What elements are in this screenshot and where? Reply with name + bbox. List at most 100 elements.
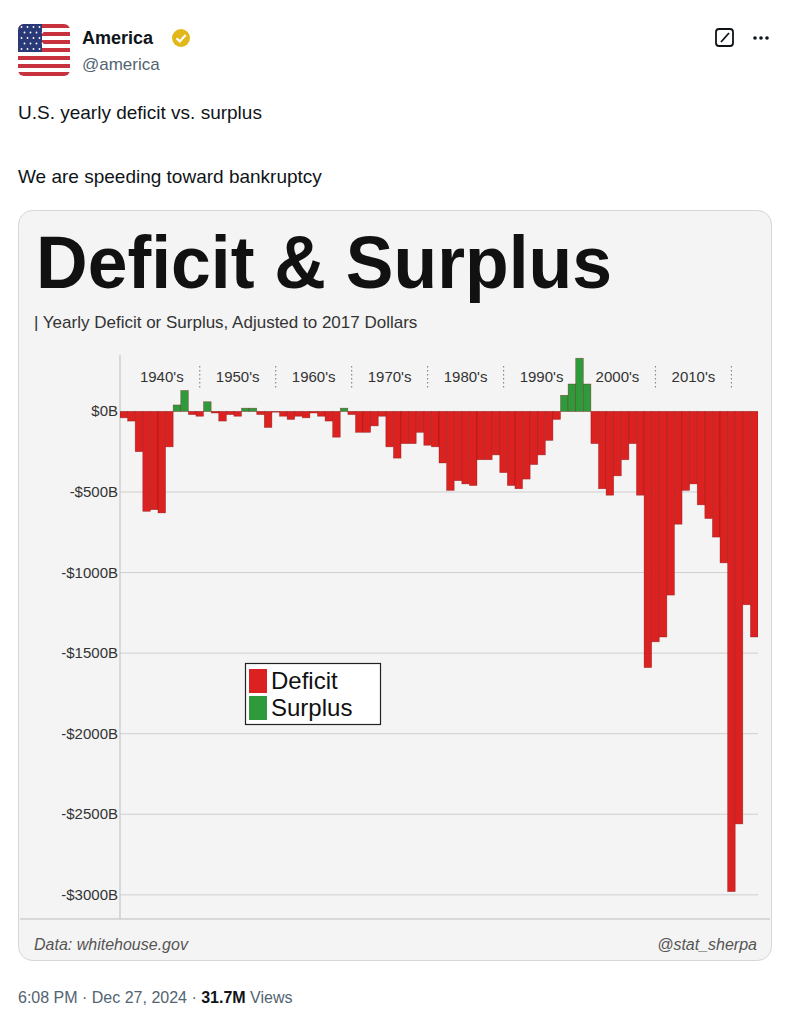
bar (576, 358, 584, 411)
timestamp: 6:08 PM · Dec 27, 2024 (18, 989, 187, 1006)
bar (363, 411, 371, 432)
bar (143, 411, 151, 511)
bar (424, 411, 432, 445)
bar (371, 411, 379, 426)
grid-line (120, 814, 758, 815)
bar (462, 411, 470, 484)
bar (188, 411, 196, 414)
y-axis-line (120, 355, 121, 919)
flag-star (39, 48, 41, 50)
bar (545, 411, 553, 440)
bar (181, 390, 189, 411)
menu-dot (753, 36, 757, 40)
legend-label: Deficit (271, 667, 338, 694)
bar (682, 411, 690, 490)
bar (743, 411, 751, 604)
bar (530, 411, 538, 464)
bar (378, 411, 386, 416)
bar (355, 411, 363, 432)
bar (674, 411, 682, 524)
legend-box (246, 664, 381, 725)
bar (439, 411, 447, 463)
x-tick-label: 1980's (444, 368, 488, 385)
grok-slash (721, 33, 729, 42)
bar (257, 411, 265, 414)
more-menu[interactable] (753, 36, 769, 40)
bar (386, 411, 394, 446)
bar (667, 411, 675, 595)
flag-stripe (18, 64, 70, 68)
bar (317, 411, 325, 416)
bar (196, 411, 204, 416)
chart-card (19, 211, 772, 961)
bar (173, 405, 181, 411)
decade-separator (655, 366, 656, 388)
bar (591, 411, 599, 443)
bar (636, 411, 644, 495)
flag-stripe (18, 56, 70, 60)
bar (287, 411, 295, 419)
flag-stripe (18, 68, 70, 72)
bar (409, 411, 417, 443)
flag-star (21, 26, 23, 28)
bar (393, 411, 401, 458)
flag-star (21, 37, 23, 39)
legend-swatch (249, 696, 267, 720)
flag-star (24, 32, 26, 34)
menu-dot (759, 36, 763, 40)
flag-star (21, 48, 23, 50)
grok-box (716, 29, 733, 46)
tweet-text: We are speeding toward bankruptcy (18, 166, 322, 187)
decade-separator (275, 366, 276, 388)
bar (728, 411, 736, 891)
background (0, 0, 787, 1024)
flag-star (42, 43, 44, 45)
axes: $0B-$500B-$1000B-$1500B-$2000B-$2500B-$3… (20, 355, 770, 919)
chart-title: Deficit & Surplus (36, 221, 612, 304)
y-tick-label: -$500B (70, 483, 118, 500)
bar (333, 411, 341, 437)
flag-canton (18, 24, 42, 52)
bar (340, 408, 348, 411)
bar (120, 411, 128, 417)
bar (280, 411, 288, 416)
view-count: 31.7M (201, 989, 245, 1006)
decade-separator (351, 366, 352, 388)
bar (735, 411, 743, 824)
bar (690, 411, 698, 484)
bar (477, 411, 485, 459)
bar (553, 411, 561, 419)
bar (614, 411, 622, 475)
x-tick-label: 2010's (672, 368, 716, 385)
legend-swatch (249, 669, 267, 693)
bar (234, 411, 242, 416)
y-tick-label: -$1000B (61, 564, 118, 581)
y-tick-label: -$2500B (61, 805, 118, 822)
bar (264, 411, 272, 427)
x-tick-label: 1960's (292, 368, 336, 385)
flag-star (27, 48, 29, 50)
bar (219, 411, 227, 421)
legend-label: Surplus (271, 694, 352, 721)
bar (720, 411, 728, 562)
avatar (18, 24, 70, 76)
chart-credit: @stat_sherpa (657, 936, 757, 953)
flag-star (36, 43, 38, 45)
x-tick-label: 1970's (368, 368, 412, 385)
bar (712, 411, 720, 537)
bar (644, 411, 652, 667)
badge-check (177, 35, 186, 41)
grok-icon (716, 29, 733, 46)
bar (447, 411, 455, 490)
flag-star (27, 26, 29, 28)
bar (431, 411, 439, 446)
bar (659, 411, 667, 637)
flag-star (33, 48, 35, 50)
y-tick-label: -$1500B (61, 644, 118, 661)
bar (226, 411, 234, 414)
bar (469, 411, 477, 485)
bar (454, 411, 462, 480)
grid-line (120, 894, 758, 895)
page: America@americaU.S. yearly deficit vs. s… (0, 0, 787, 1024)
account-handle: @america (82, 55, 160, 74)
